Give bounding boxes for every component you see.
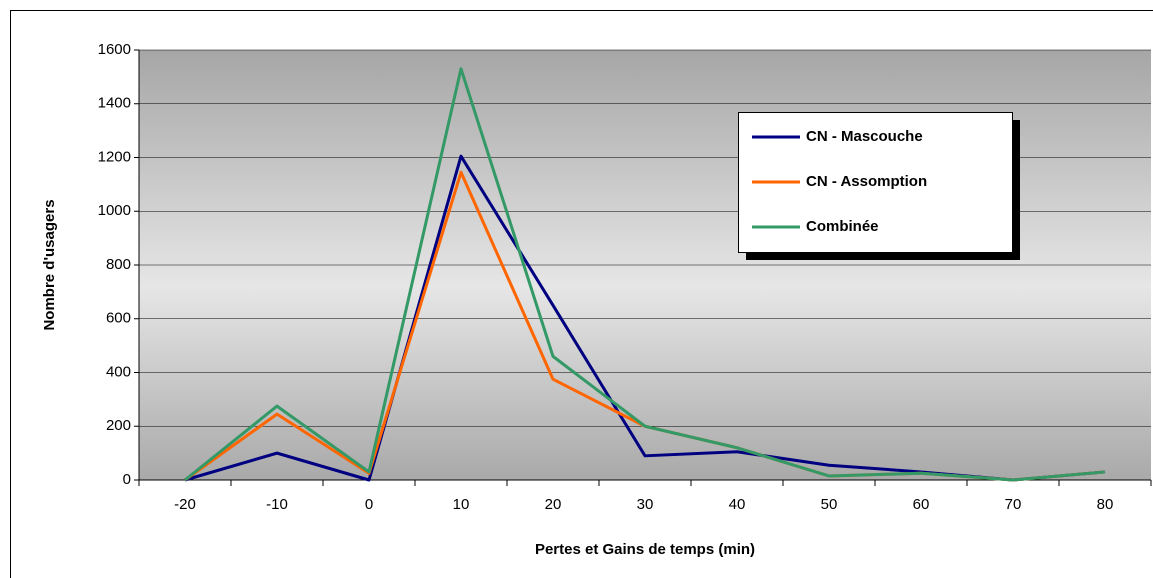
y-tick-label: 0	[123, 471, 131, 488]
x-tick-label: 60	[913, 496, 930, 513]
frame	[10, 10, 1153, 578]
y-tick-label: 1200	[98, 148, 131, 165]
y-axis-label: Nombre d'usagers	[41, 199, 58, 330]
legend-label: CN - Mascouche	[806, 128, 923, 145]
x-tick-label: 70	[1005, 496, 1022, 513]
y-tick-label: 600	[106, 310, 131, 327]
x-tick-label: -20	[174, 496, 196, 513]
x-tick-label: 80	[1097, 496, 1114, 513]
series-line	[184, 67, 1106, 482]
y-tick-label: 200	[106, 417, 131, 434]
y-tick-label: 400	[106, 363, 131, 380]
x-axis-label: Pertes et Gains de temps (min)	[535, 541, 755, 558]
x-tick-label: 40	[729, 496, 746, 513]
y-tick-label: 1000	[98, 202, 131, 219]
x-tick-label: 20	[545, 496, 562, 513]
y-tick-label: 800	[106, 256, 131, 273]
x-tick-label: 10	[453, 496, 470, 513]
y-tick-label: 1600	[98, 41, 131, 58]
x-tick-label: -10	[266, 496, 288, 513]
x-tick-label: 30	[637, 496, 654, 513]
x-tick-label: 0	[365, 496, 373, 513]
legend-label: CN - Assomption	[806, 173, 927, 190]
x-tick-label: 50	[821, 496, 838, 513]
legend-label: Combinée	[806, 218, 879, 235]
y-tick-label: 1400	[98, 95, 131, 112]
